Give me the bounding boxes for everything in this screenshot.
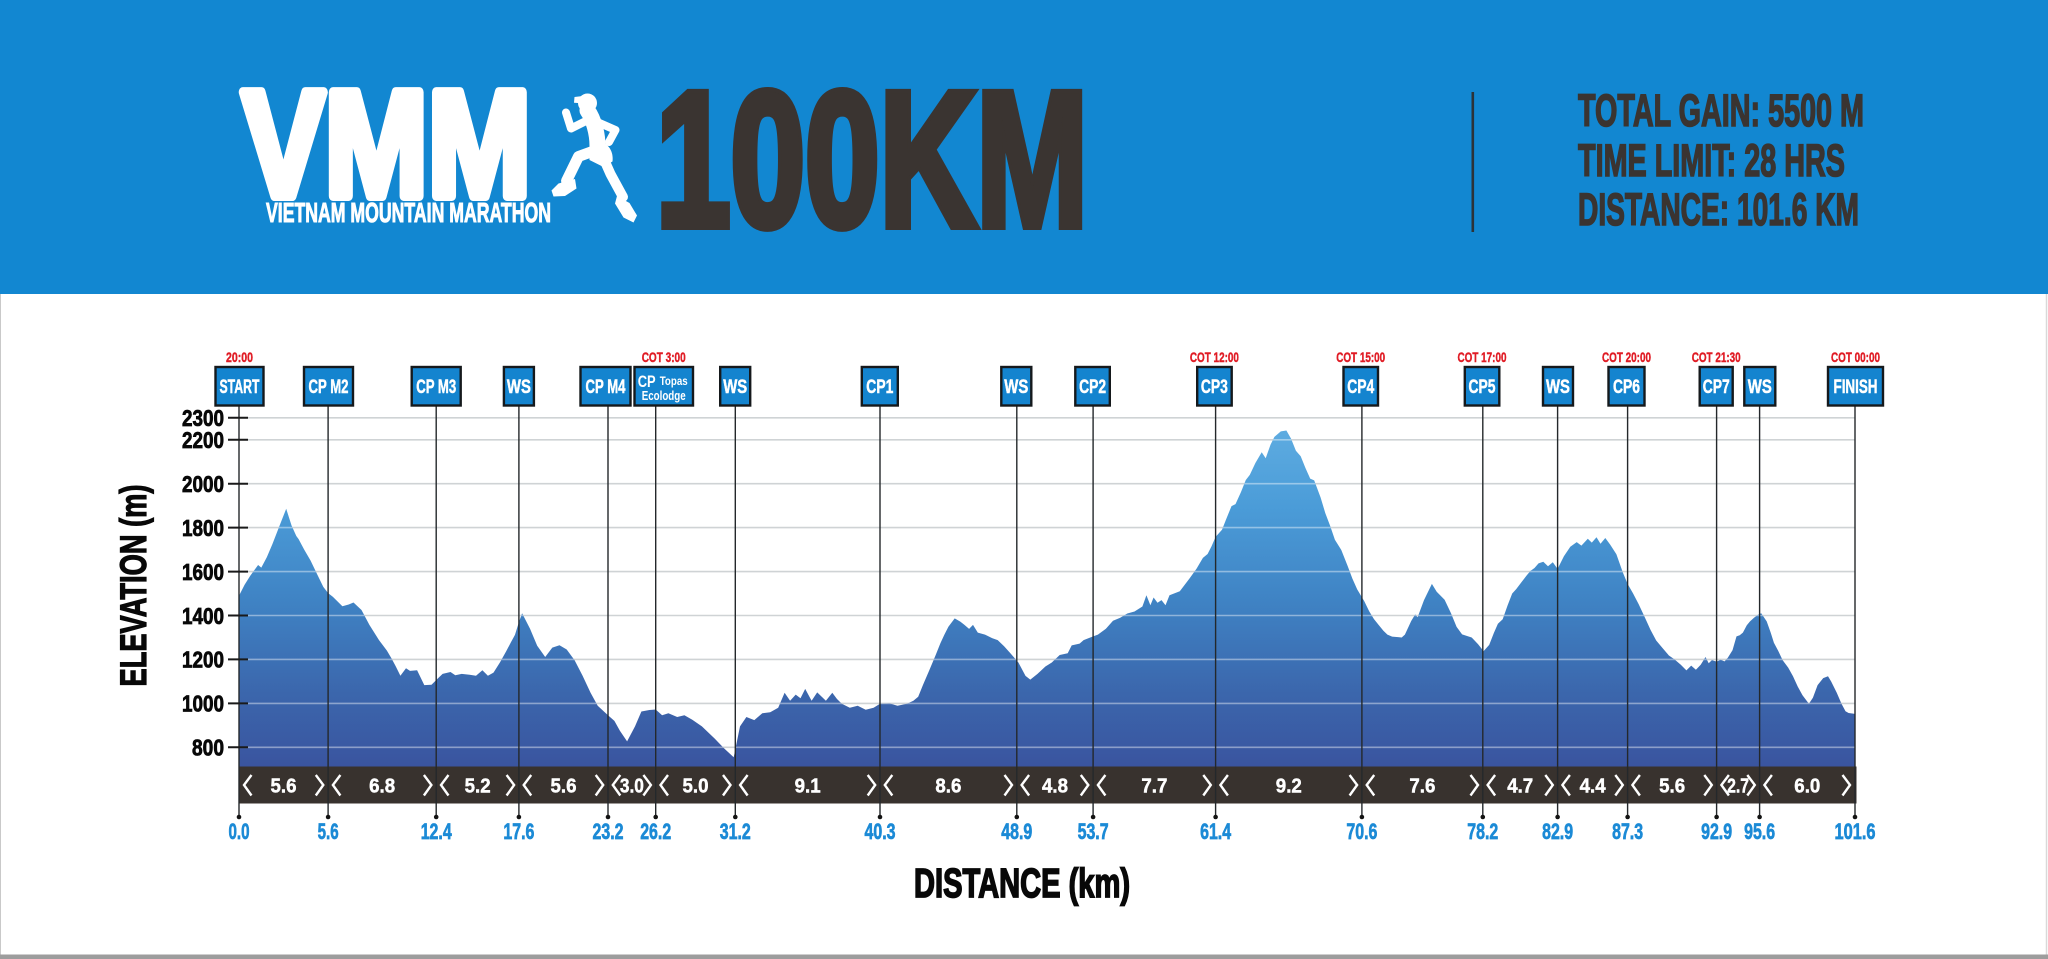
svg-text:101.6: 101.6 bbox=[1835, 819, 1876, 844]
svg-text:800: 800 bbox=[192, 735, 224, 761]
svg-text:95.6: 95.6 bbox=[1744, 819, 1775, 844]
svg-text:20:00: 20:00 bbox=[226, 350, 253, 365]
svg-text:Topas: Topas bbox=[660, 374, 688, 388]
svg-text:6.0: 6.0 bbox=[1794, 775, 1820, 798]
svg-text:3.0: 3.0 bbox=[620, 775, 644, 798]
svg-text:CP M2: CP M2 bbox=[309, 376, 349, 398]
svg-text:VIETNAM MOUNTAIN MARATHON: VIETNAM MOUNTAIN MARATHON bbox=[266, 197, 551, 228]
svg-text:4.4: 4.4 bbox=[1580, 775, 1607, 798]
svg-text:START: START bbox=[220, 376, 260, 398]
svg-text:7.6: 7.6 bbox=[1409, 775, 1435, 798]
svg-text:CP6: CP6 bbox=[1613, 376, 1640, 398]
svg-text:WS: WS bbox=[1004, 376, 1028, 398]
svg-text:48.9: 48.9 bbox=[1001, 819, 1032, 844]
svg-text:26.2: 26.2 bbox=[640, 819, 671, 844]
svg-text:1400: 1400 bbox=[182, 603, 224, 629]
svg-text:5.2: 5.2 bbox=[465, 775, 491, 798]
svg-text:8.6: 8.6 bbox=[935, 775, 961, 798]
svg-text:31.2: 31.2 bbox=[720, 819, 751, 844]
svg-text:2300: 2300 bbox=[182, 405, 224, 431]
svg-text:53.7: 53.7 bbox=[1078, 819, 1109, 844]
svg-text:2000: 2000 bbox=[182, 471, 224, 497]
svg-text:CP2: CP2 bbox=[1079, 376, 1106, 398]
svg-text:70.6: 70.6 bbox=[1346, 819, 1377, 844]
svg-text:CP M4: CP M4 bbox=[586, 376, 626, 398]
svg-text:COT 12:00: COT 12:00 bbox=[1190, 350, 1239, 365]
svg-text:CP3: CP3 bbox=[1201, 376, 1228, 398]
svg-text:COT 3:00: COT 3:00 bbox=[642, 350, 686, 365]
svg-text:VMM: VMM bbox=[242, 59, 531, 228]
svg-text:1200: 1200 bbox=[182, 647, 224, 673]
svg-text:7.7: 7.7 bbox=[1141, 775, 1167, 798]
svg-text:TOTAL GAIN: 5500 M: TOTAL GAIN: 5500 M bbox=[1578, 85, 1864, 136]
svg-text:92.9: 92.9 bbox=[1701, 819, 1732, 844]
svg-text:5.6: 5.6 bbox=[1659, 775, 1685, 798]
svg-text:CP7: CP7 bbox=[1703, 376, 1730, 398]
svg-text:2200: 2200 bbox=[182, 427, 224, 453]
svg-text:CP4: CP4 bbox=[1347, 376, 1374, 398]
svg-text:17.6: 17.6 bbox=[503, 819, 534, 844]
svg-text:23.2: 23.2 bbox=[593, 819, 624, 844]
svg-text:5.0: 5.0 bbox=[683, 775, 709, 798]
svg-text:61.4: 61.4 bbox=[1200, 819, 1231, 844]
svg-text:CP M3: CP M3 bbox=[416, 376, 456, 398]
svg-text:ELEVATION (m): ELEVATION (m) bbox=[112, 485, 154, 687]
svg-text:4.8: 4.8 bbox=[1042, 775, 1068, 798]
svg-text:2.7: 2.7 bbox=[1727, 775, 1749, 798]
svg-text:COT 15:00: COT 15:00 bbox=[1336, 350, 1385, 365]
svg-text:COT 20:00: COT 20:00 bbox=[1602, 350, 1651, 365]
svg-text:0.0: 0.0 bbox=[229, 819, 250, 844]
svg-text:WS: WS bbox=[507, 376, 531, 398]
svg-text:4.7: 4.7 bbox=[1507, 775, 1533, 798]
svg-text:82.9: 82.9 bbox=[1542, 819, 1573, 844]
svg-text:40.3: 40.3 bbox=[865, 819, 896, 844]
svg-text:TIME LIMIT: 28 HRS: TIME LIMIT: 28 HRS bbox=[1578, 135, 1845, 186]
svg-text:COT 17:00: COT 17:00 bbox=[1458, 350, 1507, 365]
svg-text:87.3: 87.3 bbox=[1612, 819, 1643, 844]
svg-text:9.1: 9.1 bbox=[795, 775, 821, 798]
svg-text:1600: 1600 bbox=[182, 559, 224, 585]
svg-text:DISTANCE (km): DISTANCE (km) bbox=[914, 860, 1130, 906]
svg-text:100KM: 100KM bbox=[656, 52, 1088, 267]
svg-text:9.2: 9.2 bbox=[1276, 775, 1302, 798]
svg-text:CP1: CP1 bbox=[866, 376, 893, 398]
svg-text:5.6: 5.6 bbox=[271, 775, 297, 798]
svg-text:5.6: 5.6 bbox=[318, 819, 339, 844]
svg-text:FINISH: FINISH bbox=[1834, 376, 1878, 398]
svg-text:CP5: CP5 bbox=[1469, 376, 1496, 398]
svg-text:5.6: 5.6 bbox=[551, 775, 577, 798]
svg-text:1800: 1800 bbox=[182, 515, 224, 541]
svg-text:6.8: 6.8 bbox=[369, 775, 395, 798]
svg-text:COT 00:00: COT 00:00 bbox=[1831, 350, 1880, 365]
svg-text:CP: CP bbox=[638, 372, 656, 391]
svg-text:WS: WS bbox=[1546, 376, 1570, 398]
svg-text:Ecolodge: Ecolodge bbox=[642, 389, 686, 403]
svg-text:1000: 1000 bbox=[182, 691, 224, 717]
svg-text:78.2: 78.2 bbox=[1467, 819, 1498, 844]
svg-text:DISTANCE: 101.6 KM: DISTANCE: 101.6 KM bbox=[1578, 184, 1859, 235]
svg-text:COT 21:30: COT 21:30 bbox=[1692, 350, 1741, 365]
svg-text:WS: WS bbox=[723, 376, 747, 398]
svg-text:WS: WS bbox=[1748, 376, 1772, 398]
svg-text:12.4: 12.4 bbox=[421, 819, 452, 844]
